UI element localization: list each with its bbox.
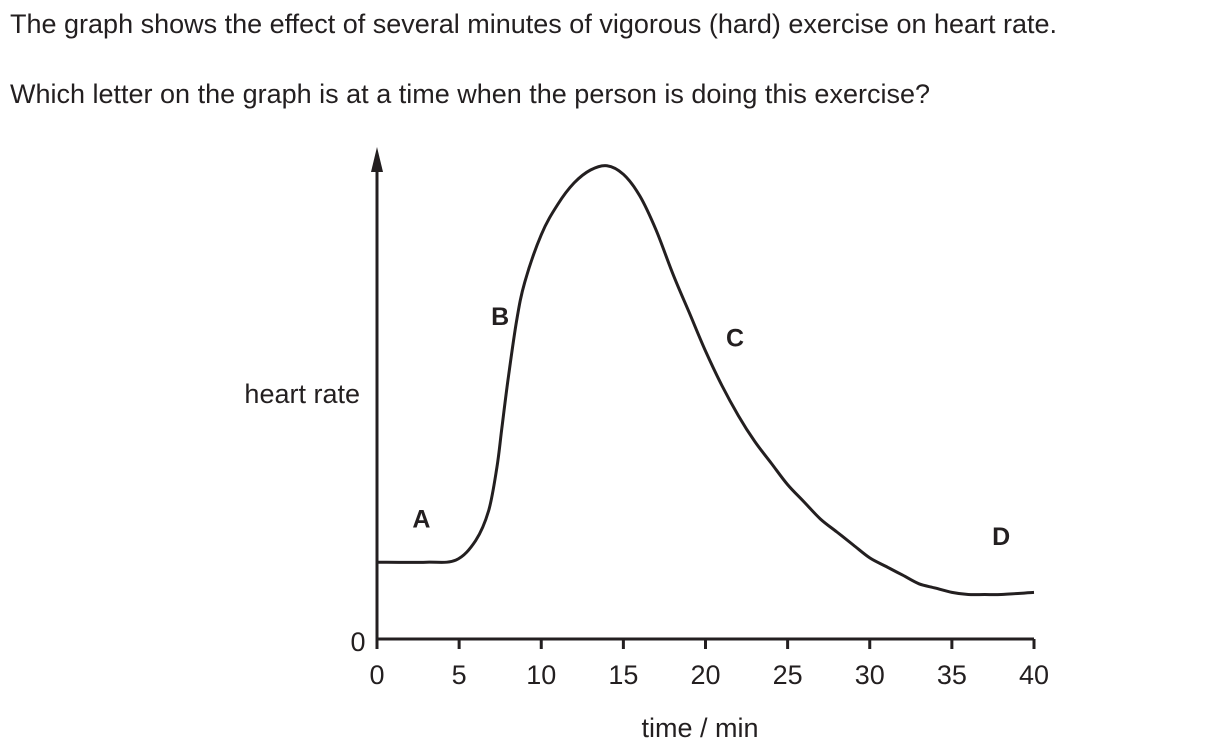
y-axis-arrow-icon <box>371 147 383 172</box>
x-tick-label: 10 <box>526 660 556 690</box>
series-layer <box>376 164 1035 597</box>
x-tick-label: 0 <box>369 660 384 690</box>
x-tick-label: 40 <box>1019 660 1049 690</box>
point-label-a: A <box>412 506 430 534</box>
question-line-2: Which letter on the graph is at a time w… <box>10 79 930 109</box>
annotation-layer: A B C D <box>412 303 1010 551</box>
question-line-1: The graph shows the effect of several mi… <box>10 9 1058 39</box>
point-label-c: C <box>726 325 744 353</box>
x-tick-label: 20 <box>690 660 720 690</box>
heart-rate-curve <box>376 164 1035 597</box>
x-axis-ticks: 0 5 10 15 20 25 30 35 40 <box>369 639 1049 690</box>
x-tick-label: 15 <box>608 660 638 690</box>
x-tick-label: 25 <box>773 660 803 690</box>
x-axis-label: time / min <box>641 713 758 743</box>
x-tick-label: 5 <box>452 660 467 690</box>
y-origin-label: 0 <box>350 627 365 657</box>
point-label-d: D <box>992 523 1010 551</box>
y-axis-label: heart rate <box>244 379 360 409</box>
axes <box>371 147 1034 641</box>
x-tick-label: 35 <box>937 660 967 690</box>
point-label-b: B <box>491 303 509 331</box>
x-tick-label: 30 <box>855 660 885 690</box>
